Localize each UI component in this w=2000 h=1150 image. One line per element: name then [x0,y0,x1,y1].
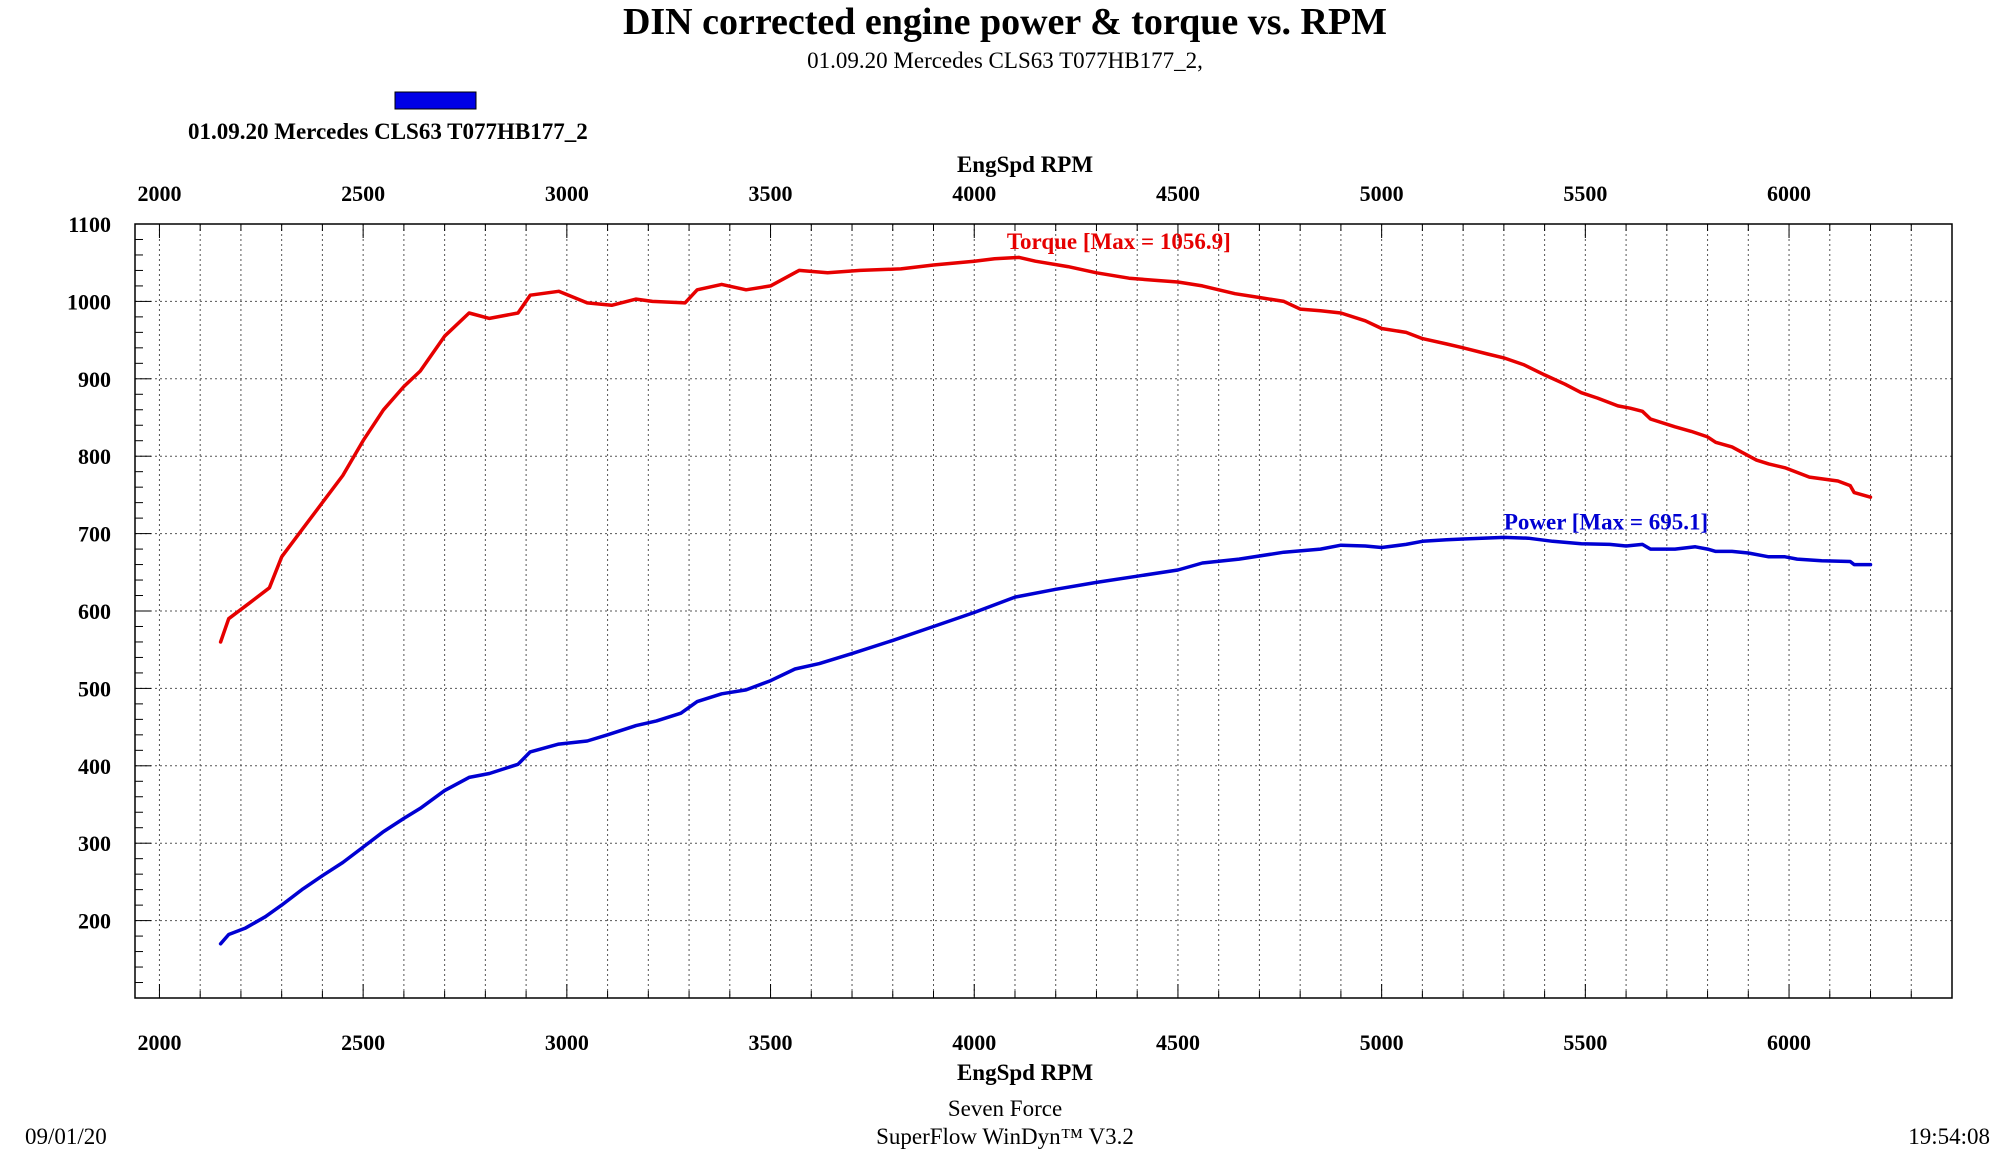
y-tick-label: 1000 [67,289,111,314]
x-tick-label-top: 2500 [341,181,385,206]
annotation-power: Power [Max = 695.1] [1504,510,1708,535]
series-layer [218,255,1873,946]
x-tick-label-top: 5000 [1360,181,1404,206]
legend-swatch [394,91,477,110]
x-tick-label-bottom: 6000 [1767,1030,1811,1055]
x-tick-label-top: 6000 [1767,181,1811,206]
y-tick-label: 700 [78,522,111,547]
x-tick-label-bottom: 3500 [749,1030,793,1055]
footer-company: Seven Force [948,1096,1062,1121]
y-tick-label: 300 [78,831,111,856]
series-line-torque [218,255,1873,644]
y-tick-label: 800 [78,444,111,469]
ticks: 200 300 400 500 600 700 800 900 1000 1100 2000 2000… [67,181,1953,1055]
grid [135,224,1953,998]
series-line-power [218,535,1873,946]
x-tick-label-bottom: 2500 [341,1030,385,1055]
y-tick-label: 200 [78,909,111,934]
legend-label: 01.09.20 Mercedes CLS63 T077HB177_2 [188,119,588,144]
footer-date: 09/01/20 [25,1124,107,1149]
x-tick-label-bottom: 5500 [1563,1030,1607,1055]
x-tick-label-top: 3500 [749,181,793,206]
x-tick-label-top: 5500 [1563,181,1607,206]
chart-title: DIN corrected engine power & torque vs. … [623,1,1387,43]
annotation-torque: Torque [Max = 1056.9] [1007,229,1231,254]
x-tick-label-top: 4500 [1156,181,1200,206]
axes [134,223,1953,999]
x-tick-label-top: 3000 [545,181,589,206]
x-tick-label-bottom: 4000 [952,1030,996,1055]
y-tick-label: 1100 [68,212,111,237]
plot-frame [134,223,1953,999]
x-tick-label-bottom: 2000 [137,1030,181,1055]
chart-subtitle: 01.09.20 Mercedes CLS63 T077HB177_2, [807,48,1203,73]
y-tick-label: 600 [78,599,111,624]
footer-time: 19:54:08 [1908,1124,1990,1149]
y-tick-label: 400 [78,754,111,779]
y-tick-label: 500 [78,676,111,701]
x-tick-label-bottom: 5000 [1360,1030,1404,1055]
x-tick-label-top: 4000 [952,181,996,206]
x-tick-label-bottom: 3000 [545,1030,589,1055]
x-axis-label-bottom: EngSpd RPM [957,1060,1093,1085]
x-tick-label-top: 2000 [137,181,181,206]
x-tick-label-bottom: 4500 [1156,1030,1200,1055]
y-tick-label: 900 [78,367,111,392]
annotations: Torque [Max = 1056.9] Power [Max = 695.1] [1007,229,1708,535]
footer-software: SuperFlow WinDyn™ V3.2 [876,1124,1134,1149]
x-axis-label-top: EngSpd RPM [957,152,1093,177]
